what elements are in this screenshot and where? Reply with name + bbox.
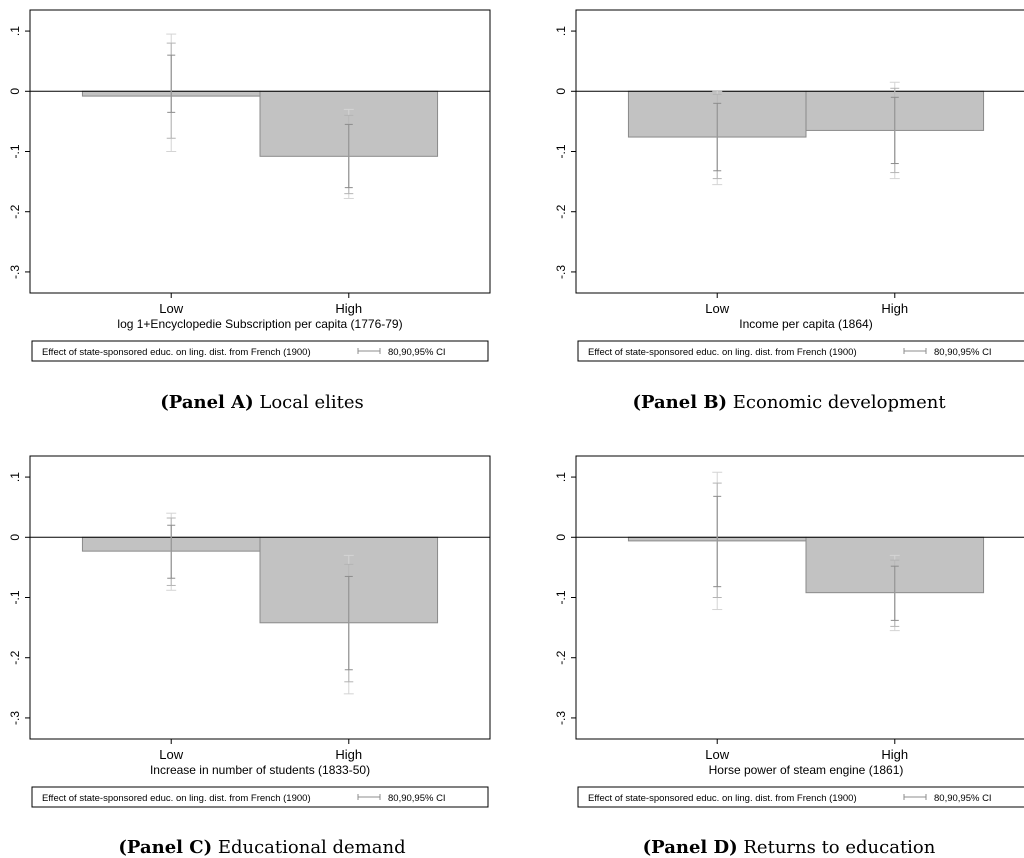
legend-ci-label: 80,90,95% CI: [934, 347, 992, 358]
x-tick-label-high: High: [881, 301, 908, 316]
panel-b-caption: (Panel B) Economic development: [632, 392, 945, 413]
y-tick-label: -.1: [8, 590, 22, 604]
y-tick-label: -.2: [8, 650, 22, 664]
x-tick-label-high: High: [335, 747, 362, 762]
legend-ci-label: 80,90,95% CI: [934, 793, 992, 804]
y-tick-label: .1: [554, 472, 568, 482]
panel-a-caption: (Panel A) Local elites: [160, 392, 363, 413]
x-axis-label: log 1+Encyclopedie Subscription per capi…: [117, 317, 402, 331]
legend-box: [31, 340, 489, 362]
y-tick-label: 0: [554, 534, 568, 541]
legend-series-label: Effect of state-sponsored educ. on ling.…: [42, 793, 311, 804]
panel-d-caption-text: Returns to education: [743, 837, 936, 858]
panel-b-tag: (Panel B): [632, 392, 728, 413]
x-tick-label-high: High: [335, 301, 362, 316]
legend-series-label: Effect of state-sponsored educ. on ling.…: [588, 793, 857, 804]
panel-b-chart: -.3 -.2 -.1 0 .1 Low High Income per capita (18…: [554, 9, 1024, 362]
legend-ci-label: 80,90,95% CI: [388, 793, 446, 804]
panel-d-caption: (Panel D) Returns to education: [643, 837, 936, 858]
y-tick-label: 0: [8, 534, 22, 541]
panel-a-tag: (Panel A): [160, 392, 254, 413]
y-tick-label: .1: [8, 472, 22, 482]
panel-b-caption-text: Economic development: [732, 392, 946, 413]
y-tick-label: -.1: [8, 144, 22, 158]
y-tick-label: .1: [554, 26, 568, 36]
y-tick-label: -.3: [8, 711, 22, 725]
x-axis-label: Horse power of steam engine (1861): [709, 763, 904, 777]
legend-series-label: Effect of state-sponsored educ. on ling.…: [42, 347, 311, 358]
legend-ci-label: 80,90,95% CI: [388, 347, 446, 358]
y-tick-label: -.2: [554, 204, 568, 218]
legend-series-label: Effect of state-sponsored educ. on ling.…: [588, 347, 857, 358]
x-tick-label-high: High: [881, 747, 908, 762]
plot-frame: [575, 455, 1024, 740]
panel-c-caption-text: Educational demand: [217, 837, 406, 858]
y-tick-label: -.3: [554, 711, 568, 725]
panel-d-tag: (Panel D): [642, 837, 738, 858]
x-tick-label-low: Low: [159, 301, 183, 316]
y-tick-label: -.3: [554, 265, 568, 279]
y-tick-label: 0: [554, 88, 568, 95]
x-tick-label-low: Low: [705, 747, 729, 762]
panel-c-caption: (Panel C) Educational demand: [118, 837, 405, 858]
y-tick-label: -.2: [8, 204, 22, 218]
x-axis-label: Income per capita (1864): [739, 317, 872, 331]
y-tick-label: -.1: [554, 144, 568, 158]
y-tick-label: 0: [8, 88, 22, 95]
y-tick-label: .1: [8, 26, 22, 36]
x-tick-label-low: Low: [705, 301, 729, 316]
panel-c-tag: (Panel C): [118, 837, 213, 858]
y-tick-label: -.3: [8, 265, 22, 279]
panel-a-caption-text: Local elites: [259, 392, 364, 413]
legend-box: [577, 786, 1024, 808]
plot-frame: [575, 9, 1024, 294]
y-tick-label: -.1: [554, 590, 568, 604]
x-tick-label-low: Low: [159, 747, 183, 762]
y-tick-label: -.2: [554, 650, 568, 664]
legend-box: [31, 786, 489, 808]
legend-box: [577, 340, 1024, 362]
x-axis-label: Increase in number of students (1833-50): [150, 763, 370, 777]
